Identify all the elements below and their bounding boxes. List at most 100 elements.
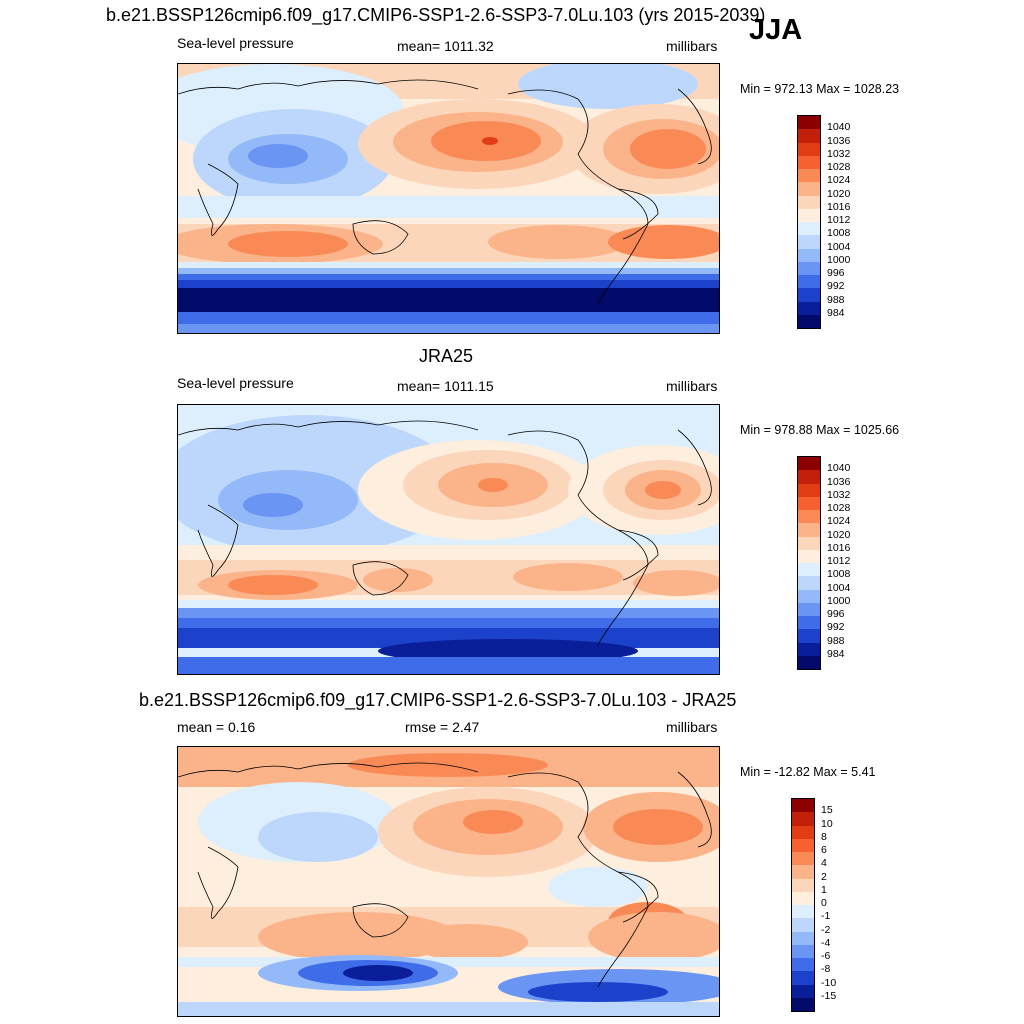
colorbar-tick-label: 1020 <box>827 528 851 541</box>
colorbar-swatch <box>792 918 814 932</box>
panel3-map-svg <box>178 747 719 1016</box>
colorbar-tick-label: -2 <box>821 923 831 936</box>
panel2-title: JRA25 <box>419 346 474 366</box>
colorbar-swatch <box>798 629 820 643</box>
panel3-mean-label: mean = 0.16 <box>177 719 256 735</box>
colorbar-tick-label: -1 <box>821 910 831 923</box>
colorbar-swatch <box>798 155 820 169</box>
colorbar-tick-label: 15 <box>821 804 833 817</box>
colorbar-tick-label: 992 <box>827 280 845 293</box>
colorbar-swatch <box>798 235 820 249</box>
colorbar-tick-label: 2 <box>821 870 827 883</box>
colorbar-tick-label: 1008 <box>827 568 851 581</box>
colorbar-tick-label: 988 <box>827 634 845 647</box>
colorbar-swatch <box>798 116 820 130</box>
colorbar-swatch <box>792 852 814 866</box>
panel1-field-label: Sea-level pressure <box>177 35 294 51</box>
colorbar-swatch <box>798 563 820 577</box>
colorbar-tick-label: 1020 <box>827 187 851 200</box>
colorbar-swatch <box>798 288 820 302</box>
panel3-rmse-label: rmse = 2.47 <box>405 719 480 735</box>
colorbar-swatch <box>792 891 814 905</box>
colorbar-tick-label: 1024 <box>827 515 851 528</box>
colorbar-swatch <box>798 208 820 222</box>
colorbar-swatch <box>798 576 820 590</box>
colorbar-swatch <box>798 129 820 143</box>
colorbar-swatch <box>798 169 820 183</box>
season-label: JJA <box>749 14 803 46</box>
colorbar-tick-label: 1008 <box>827 227 851 240</box>
colorbar-swatch <box>792 865 814 879</box>
colorbar-swatch <box>798 496 820 510</box>
colorbar-swatch <box>798 275 820 289</box>
colorbar-tick-label: -8 <box>821 963 831 976</box>
panel1-map-svg <box>178 64 719 333</box>
colorbar-swatch <box>792 812 814 826</box>
panel3-units-label: millibars <box>666 719 718 735</box>
colorbar-tick-label: 4 <box>821 857 827 870</box>
colorbar-tick-label: 1016 <box>827 541 851 554</box>
colorbar-tick-label: 1040 <box>827 462 851 475</box>
colorbar-tick-label: 1012 <box>827 555 851 567</box>
panel2-map-svg <box>178 405 719 674</box>
panel2-units-label: millibars <box>666 378 718 394</box>
colorbar-swatch <box>798 182 820 196</box>
colorbar-swatch <box>792 838 814 852</box>
colorbar-tick-label: 1028 <box>827 502 851 514</box>
colorbar-tick-label: 1040 <box>827 121 851 134</box>
colorbar-swatch <box>792 905 814 919</box>
colorbar-tick-label: 1032 <box>827 488 851 501</box>
colorbar-swatch <box>792 958 814 972</box>
colorbar-tick-label: 1036 <box>827 475 851 488</box>
colorbar-swatch <box>798 301 820 315</box>
colorbar-swatch <box>798 457 820 471</box>
colorbar-swatch <box>792 931 814 945</box>
colorbar-tick-label: 984 <box>827 306 845 319</box>
colorbar-tick-label: 1000 <box>827 253 851 266</box>
panel3-colorbar <box>791 798 815 1012</box>
colorbar-tick-label: -15 <box>821 989 837 1002</box>
colorbar-tick-label: 1012 <box>827 214 851 226</box>
colorbar-tick-label: 984 <box>827 647 845 660</box>
colorbar-swatch <box>792 944 814 958</box>
colorbar-tick-label: 1000 <box>827 594 851 607</box>
colorbar-swatch <box>798 222 820 236</box>
colorbar-swatch <box>798 655 820 669</box>
colorbar-tick-label: 996 <box>827 267 845 279</box>
panel1-map <box>177 63 720 334</box>
colorbar-swatch <box>798 510 820 524</box>
colorbar-swatch <box>792 984 814 998</box>
main-title: b.e21.BSSP126cmip6.f09_g17.CMIP6-SSP1-2.… <box>106 5 766 25</box>
colorbar-swatch <box>792 971 814 985</box>
colorbar-tick-label: 8 <box>821 830 827 843</box>
colorbar-swatch <box>798 314 820 328</box>
colorbar-swatch <box>798 248 820 262</box>
colorbar-tick-label: 10 <box>821 817 833 830</box>
colorbar-swatch <box>798 589 820 603</box>
panel3-minmax: Min = -12.82 Max = 5.41 <box>740 765 876 779</box>
colorbar-tick-label: -4 <box>821 936 831 949</box>
panel1-units-label: millibars <box>666 38 718 54</box>
colorbar-swatch <box>798 549 820 563</box>
colorbar-swatch <box>798 470 820 484</box>
colorbar-tick-label: 1032 <box>827 147 851 160</box>
colorbar-tick-label: 996 <box>827 608 845 620</box>
colorbar-tick-label: 1 <box>821 883 827 896</box>
colorbar-swatch <box>792 878 814 892</box>
colorbar-tick-label: 992 <box>827 621 845 634</box>
colorbar-tick-label: 988 <box>827 293 845 306</box>
panel1-colorbar <box>797 115 821 329</box>
panel3-map <box>177 746 720 1017</box>
colorbar-tick-label: 0 <box>821 897 827 909</box>
panel2-mean-label: mean= 1011.15 <box>397 378 494 394</box>
colorbar-tick-label: 1024 <box>827 174 851 187</box>
colorbar-swatch <box>798 261 820 275</box>
colorbar-swatch <box>798 536 820 550</box>
panel3-title: b.e21.BSSP126cmip6.f09_g17.CMIP6-SSP1-2.… <box>139 690 737 710</box>
colorbar-tick-label: 1004 <box>827 581 851 594</box>
panel2-field-label: Sea-level pressure <box>177 375 294 391</box>
colorbar-tick-label: 1036 <box>827 134 851 147</box>
colorbar-swatch <box>798 616 820 630</box>
panel2-map <box>177 404 720 675</box>
colorbar-tick-label: 6 <box>821 844 827 856</box>
